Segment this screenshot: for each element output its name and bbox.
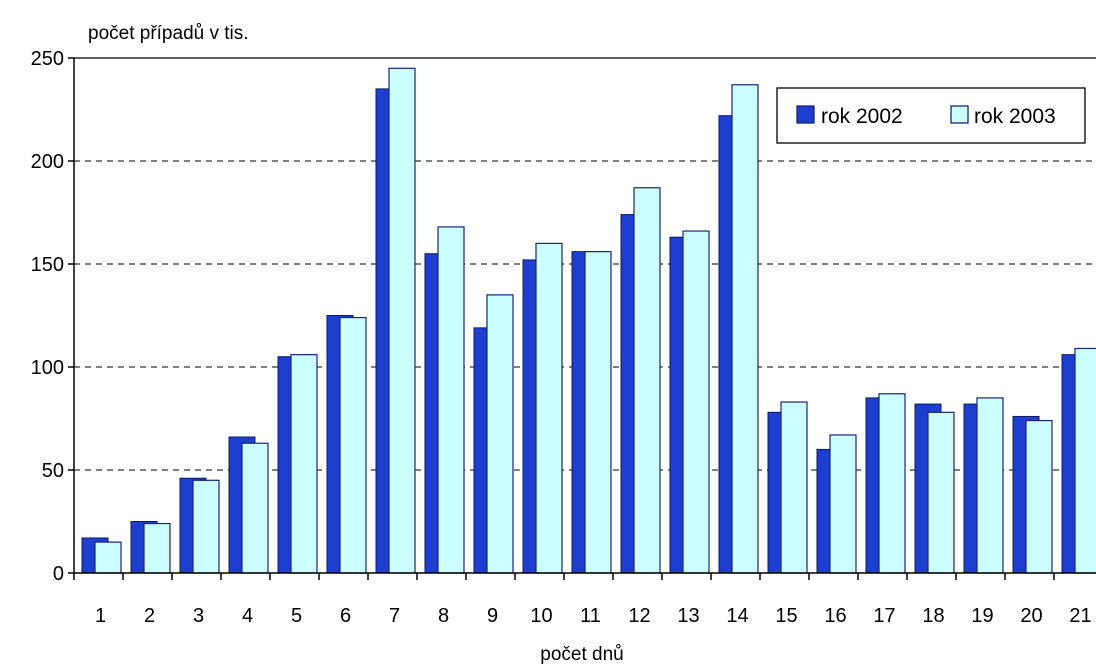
bar-rok-2003 [878, 393, 906, 574]
bar-rok-2003 [437, 226, 465, 574]
legend-label-rok-2002: rok 2002 [821, 105, 903, 128]
x-tick-label: 11 [580, 605, 601, 627]
bar-rok-2003 [682, 230, 710, 574]
bar-rok-2003 [633, 187, 661, 574]
x-tick-label: 4 [242, 605, 253, 627]
legend-swatch-rok-2003 [950, 105, 969, 124]
x-tick-label: 3 [193, 605, 204, 627]
x-tick-label: 7 [389, 605, 400, 627]
y-tick-label: 0 [53, 563, 64, 585]
y-axis-title: počet případů v tis. [88, 23, 249, 44]
bar-rok-2003 [535, 242, 563, 574]
bar-rok-2003 [241, 442, 269, 574]
legend-box [776, 87, 1086, 144]
x-tick-label: 8 [438, 605, 449, 627]
x-tick-label: 12 [628, 605, 650, 627]
y-tick-label: 50 [42, 460, 64, 482]
x-tick-label: 10 [530, 605, 552, 627]
y-tick-label: 250 [31, 48, 64, 70]
bar-rok-2003 [780, 401, 808, 574]
x-tick-label: 13 [677, 605, 699, 627]
x-tick-label: 6 [340, 605, 351, 627]
y-tick-label: 100 [31, 357, 64, 379]
x-tick-label: 16 [824, 605, 846, 627]
bar-rok-2003 [388, 67, 416, 574]
bar-rok-2003 [1025, 419, 1053, 574]
x-tick-label: 1 [95, 605, 106, 627]
bar-rok-2003 [94, 541, 122, 574]
y-tick-label: 200 [31, 151, 64, 173]
x-tick-label: 17 [873, 605, 895, 627]
bars [81, 67, 1096, 574]
bar-rok-2003 [192, 479, 220, 574]
x-tick-label: 18 [922, 605, 944, 627]
bar-rok-2003 [290, 354, 318, 574]
legend: rok 2002 rok 2003 [776, 87, 1086, 144]
bar-rok-2003 [731, 84, 759, 574]
y-tick-label: 150 [31, 254, 64, 276]
x-tick-label: 20 [1020, 605, 1042, 627]
bar-rok-2003 [976, 397, 1004, 574]
x-axis-title: počet dnů [540, 644, 623, 665]
bar-rok-2003 [1074, 347, 1096, 574]
x-tick-label: 21 [1069, 605, 1091, 627]
x-tick-label: 19 [971, 605, 993, 627]
bar-rok-2003 [829, 434, 857, 574]
x-tick-label: 2 [144, 605, 155, 627]
bar-rok-2003 [584, 251, 612, 574]
x-tick-label: 9 [487, 605, 498, 627]
x-tick-label: 5 [291, 605, 302, 627]
bar-rok-2003 [339, 316, 367, 574]
legend-swatch-rok-2002 [796, 105, 815, 124]
legend-label-rok-2003: rok 2003 [974, 105, 1056, 128]
bar-rok-2003 [927, 411, 955, 574]
bar-rok-2003 [486, 294, 514, 574]
x-tick-label: 15 [775, 605, 797, 627]
bar-rok-2003 [143, 522, 171, 574]
x-tick-label: 14 [726, 605, 748, 627]
